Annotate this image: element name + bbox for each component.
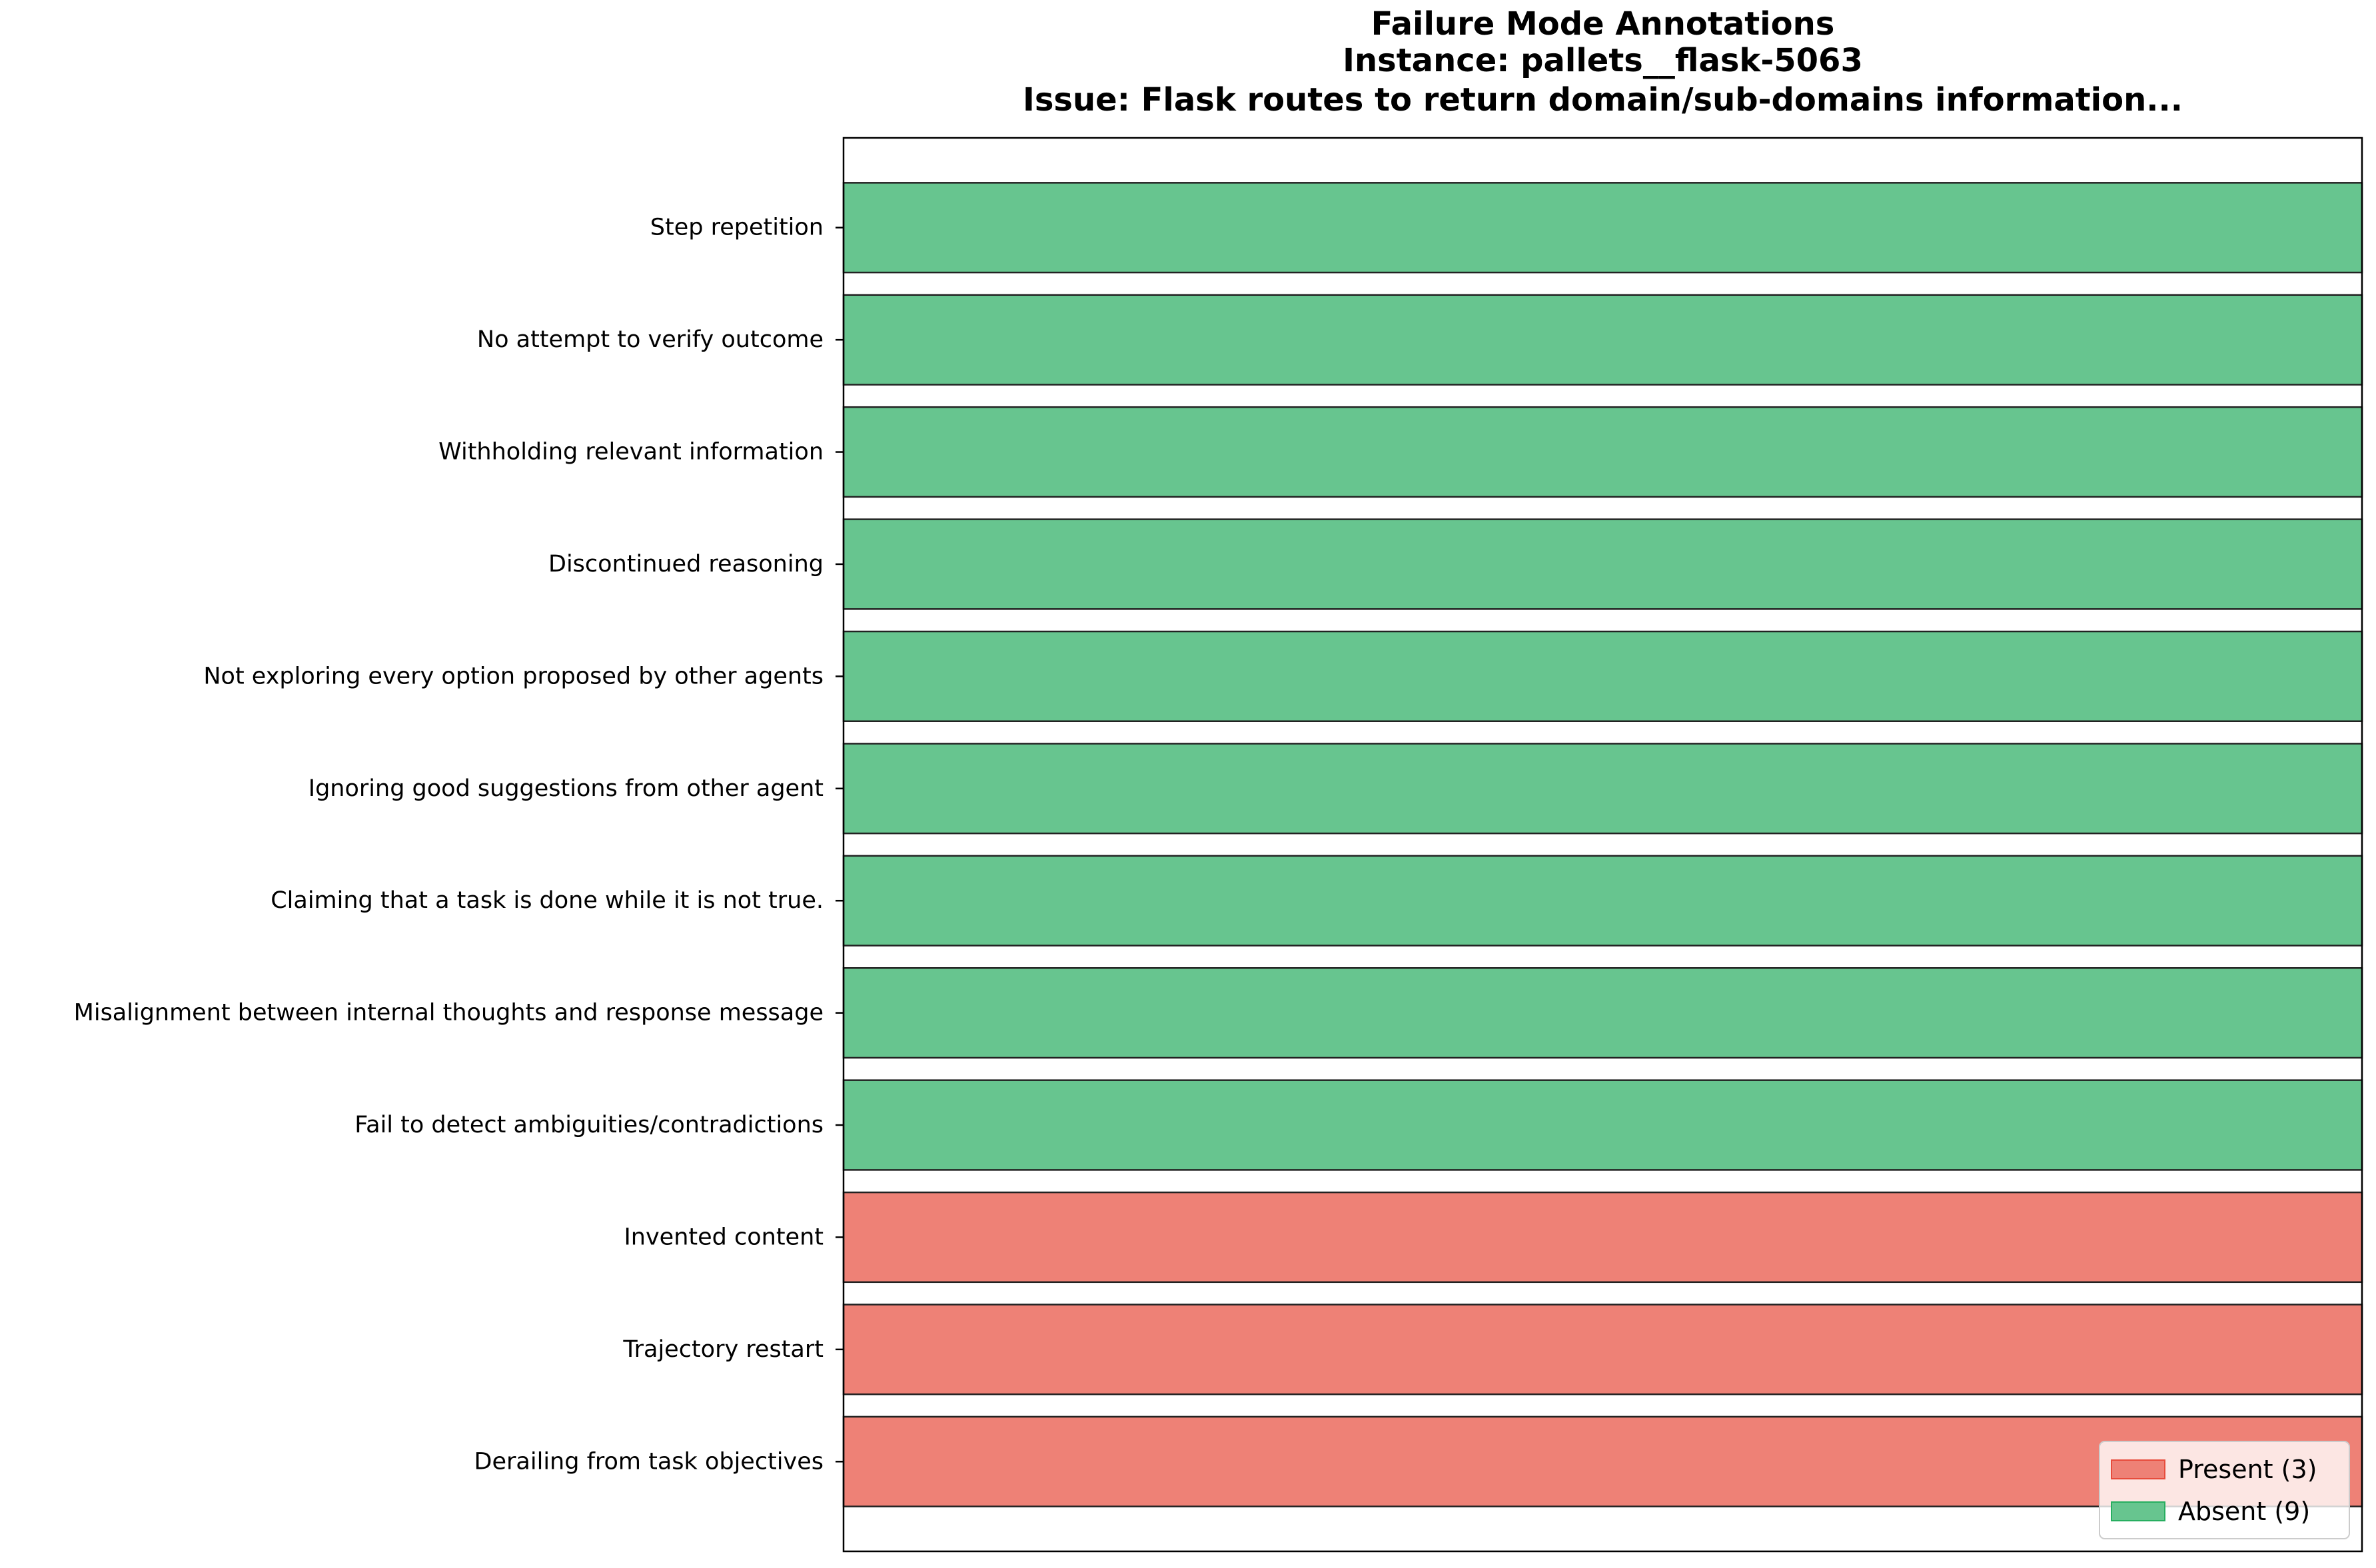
bar-absent <box>842 294 2363 386</box>
y-tick-label: Trajectory restart <box>622 1336 824 1363</box>
bar-present <box>842 1191 2363 1284</box>
legend-swatch-absent <box>2111 1501 2165 1521</box>
y-tick-label: Invented content <box>624 1224 824 1250</box>
bar-absent <box>842 406 2363 498</box>
y-tick-label: Withholding relevant information <box>438 439 824 466</box>
bars <box>842 182 2363 1507</box>
legend-label-present: Present (3) <box>2178 1455 2317 1484</box>
bar-absent <box>842 743 2363 835</box>
y-tick-label: Discontinued reasoning <box>548 551 824 578</box>
title-line-3: Issue: Flask routes to return domain/sub… <box>1023 81 2183 119</box>
y-tick-label: No attempt to verify outcome <box>477 326 824 353</box>
y-tick-label: Step repetition <box>650 214 824 241</box>
bar-absent <box>842 1079 2363 1171</box>
y-tick-label: Not exploring every option proposed by o… <box>203 663 824 689</box>
bar-absent <box>842 518 2363 610</box>
y-tick-label: Claiming that a task is done while it is… <box>271 887 824 914</box>
bar-absent <box>842 182 2363 274</box>
legend-swatch-present <box>2111 1459 2165 1479</box>
legend: Present (3) Absent (9) <box>2099 1441 2350 1539</box>
bar-absent <box>842 630 2363 722</box>
title-line-1: Failure Mode Annotations <box>1371 5 1835 43</box>
y-tick-label: Ignoring good suggestions from other age… <box>308 775 824 802</box>
y-axis: Step repetition No attempt to verify outc… <box>74 214 844 1475</box>
bar-absent <box>842 855 2363 947</box>
bar-present <box>842 1304 2363 1395</box>
title-line-2: Instance: pallets__flask-5063 <box>1343 42 1863 79</box>
bar-absent <box>842 967 2363 1059</box>
y-tick-label: Fail to detect ambiguities/contradiction… <box>354 1112 824 1138</box>
y-tick-label: Derailing from task objectives <box>474 1448 824 1475</box>
legend-label-absent: Absent (9) <box>2178 1497 2310 1526</box>
y-tick-label: Misalignment between internal thoughts a… <box>74 1000 824 1026</box>
plot-frame <box>842 137 2363 1553</box>
